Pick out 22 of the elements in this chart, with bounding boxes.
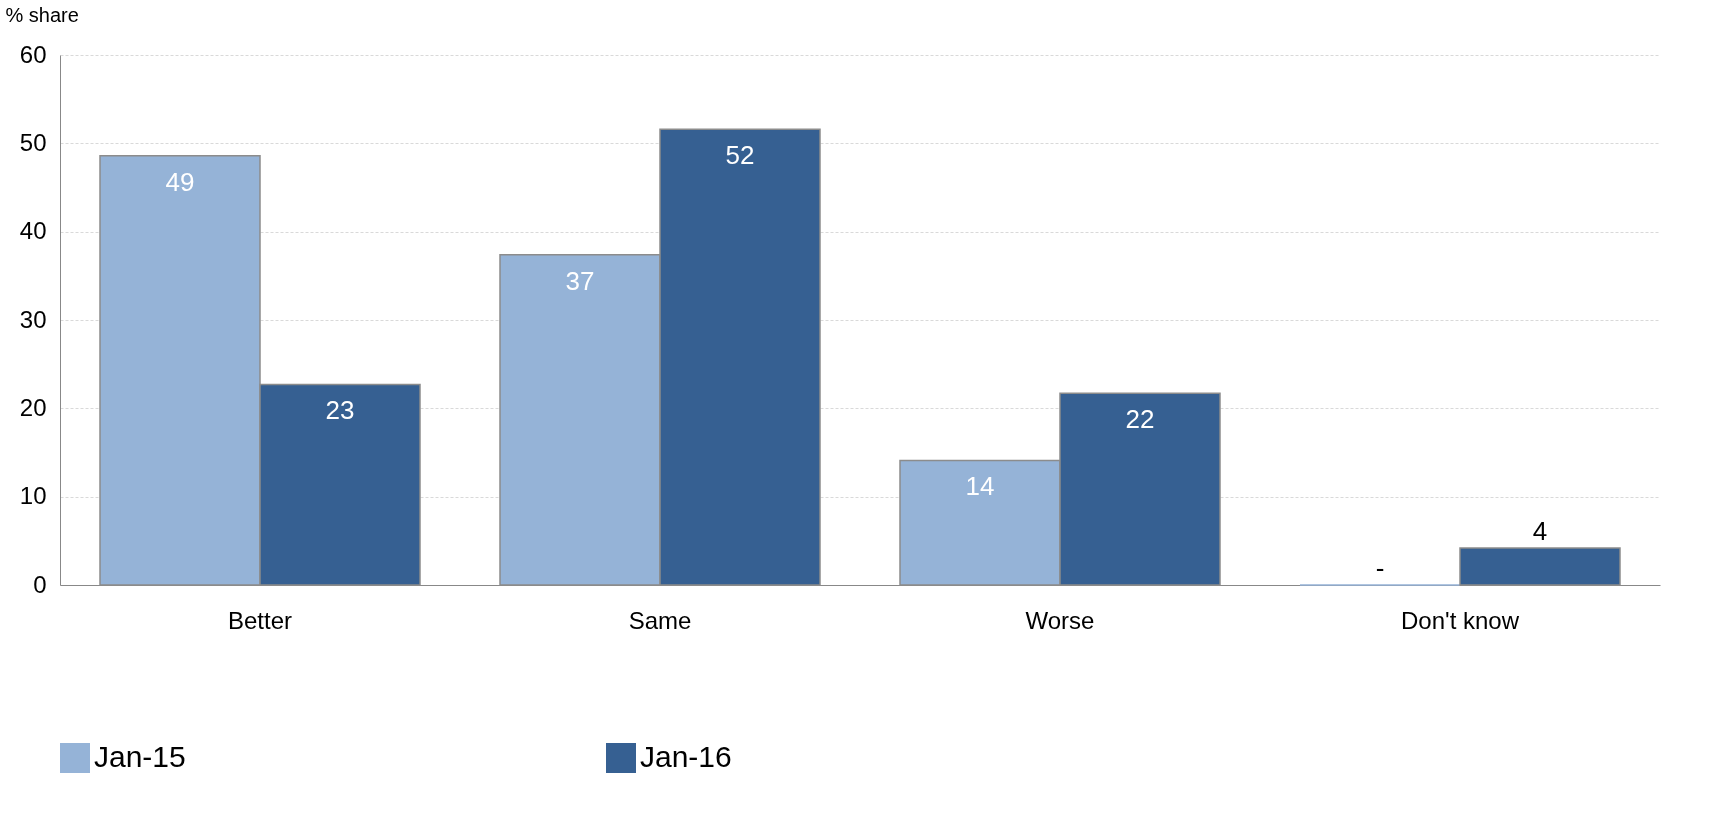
- y-tick-label: 10: [19, 482, 47, 510]
- y-tick-label: 30: [19, 305, 47, 333]
- data-label: 49: [165, 166, 195, 197]
- x-tick-label: Same: [628, 606, 692, 634]
- y-tick-label: 0: [33, 570, 47, 598]
- data-label: 22: [1125, 404, 1155, 435]
- y-tick-label: 50: [19, 128, 47, 156]
- legend-label: Jan-15: [94, 740, 186, 773]
- x-tick-label: Worse: [1025, 606, 1095, 634]
- legend-label: Jan-16: [640, 740, 732, 773]
- x-tick-label: Don't know: [1401, 606, 1520, 634]
- data-label: 23: [325, 395, 355, 426]
- y-tick-label: 60: [19, 40, 47, 68]
- y-tick-label: 40: [19, 217, 47, 245]
- data-label: 14: [965, 471, 995, 502]
- data-label: 37: [565, 265, 595, 296]
- y-tick-label: 20: [19, 393, 47, 421]
- data-label: -: [1375, 553, 1385, 583]
- x-tick-label: Better: [227, 606, 293, 634]
- data-label: 52: [725, 140, 755, 171]
- data-label: 4: [1532, 515, 1548, 546]
- y-axis-title: % share: [5, 3, 79, 26]
